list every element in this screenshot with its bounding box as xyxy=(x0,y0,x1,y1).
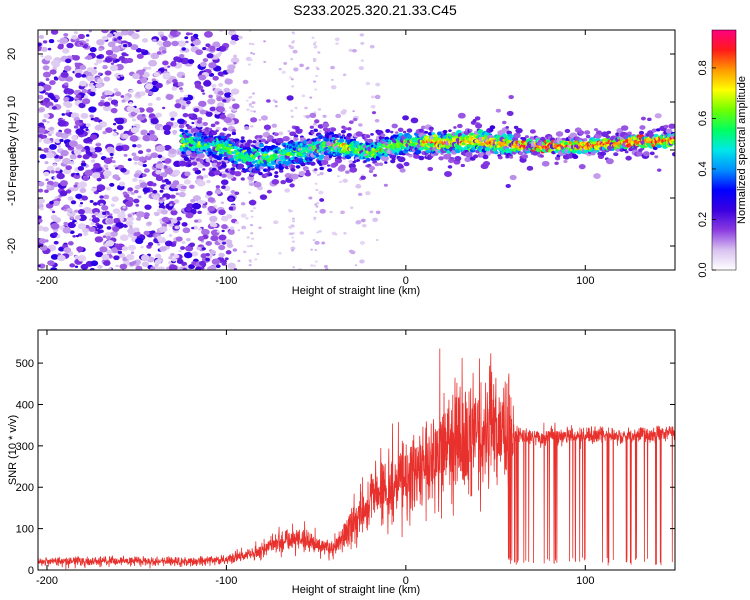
spectrogram-xtick-label: -200 xyxy=(36,275,58,287)
spectrogram-xtick-label: 100 xyxy=(576,275,594,287)
snr-ytick-label: 0 xyxy=(28,565,34,577)
snr-ytick-label: 300 xyxy=(16,441,34,453)
colorbar-tick-label: 0.6 xyxy=(697,111,709,126)
snr-xtick-label: 0 xyxy=(403,575,409,587)
snr-panel: -200 -100 0 100 0 100 200 300 400 500 Height of s… xyxy=(7,329,676,596)
spectrogram-xtick-label: -100 xyxy=(215,275,237,287)
colorbar-tick-label: 0.0 xyxy=(697,262,709,277)
snr-xtick-label: -100 xyxy=(215,575,237,587)
colorbar-frame xyxy=(711,29,737,271)
spectrogram-ytick-label: 20 xyxy=(6,48,18,60)
snr-series-line xyxy=(38,348,675,570)
colorbar-tick-label: 0.8 xyxy=(697,60,709,75)
snr-xtick-label: -200 xyxy=(36,575,58,587)
snr-ytick-label: 400 xyxy=(16,399,34,411)
colorbar-label: Normalized spectral amplitude xyxy=(736,76,748,224)
spectrogram-ytick-label: -20 xyxy=(6,238,18,254)
spectrogram-ytick-label: 10 xyxy=(6,96,18,108)
spectrogram-ylabel: Frequency (Hz) xyxy=(7,112,19,188)
colorbar: 0.0 0.2 0.4 0.6 0.8 Normalized spectral ampl… xyxy=(697,29,748,278)
snr-ytick-label: 500 xyxy=(16,358,34,370)
snr-xtick-label: 100 xyxy=(576,575,594,587)
snr-ytick-label: 100 xyxy=(16,524,34,536)
spectrogram-xtick-label: 0 xyxy=(403,275,409,287)
spectrogram-ytick-label: 0 xyxy=(6,147,18,153)
colorbar-tick-label: 0.2 xyxy=(697,212,709,227)
spectrogram-heatmap xyxy=(38,30,675,270)
snr-xlabel: Height of straight line (km) xyxy=(292,584,420,596)
spectrogram-xlabel: Height of straight line (km) xyxy=(292,285,420,297)
chart-title: S233.2025.320.21.33.C45 xyxy=(293,2,457,18)
snr-frame xyxy=(37,329,676,571)
snr-ytick-label: 200 xyxy=(16,482,34,494)
colorbar-tick-label: 0.4 xyxy=(697,161,709,176)
snr-ylabel: SNR (10 * v/v) xyxy=(7,415,19,485)
spectrogram-ytick-label: -10 xyxy=(6,190,18,206)
colorbar-gradient xyxy=(712,30,736,270)
